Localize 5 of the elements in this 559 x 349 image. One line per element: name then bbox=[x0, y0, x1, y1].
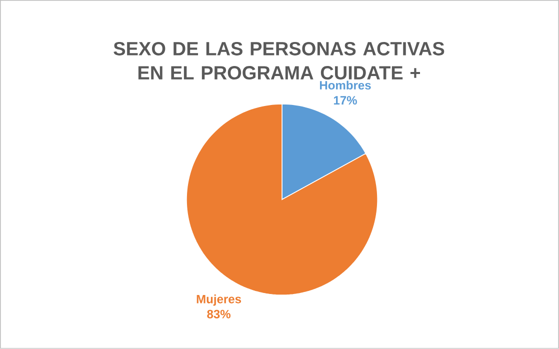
data-label: 17% bbox=[334, 96, 357, 105]
slice-label: Hombres bbox=[320, 80, 371, 90]
slice-label: Mujeres bbox=[196, 294, 242, 306]
chart-title: SEXO DE LAS PERSONAS ACTIVAS EN EL PROGRAMA CUIDATE + bbox=[114, 42, 444, 80]
data-label: 83% bbox=[207, 310, 230, 318]
